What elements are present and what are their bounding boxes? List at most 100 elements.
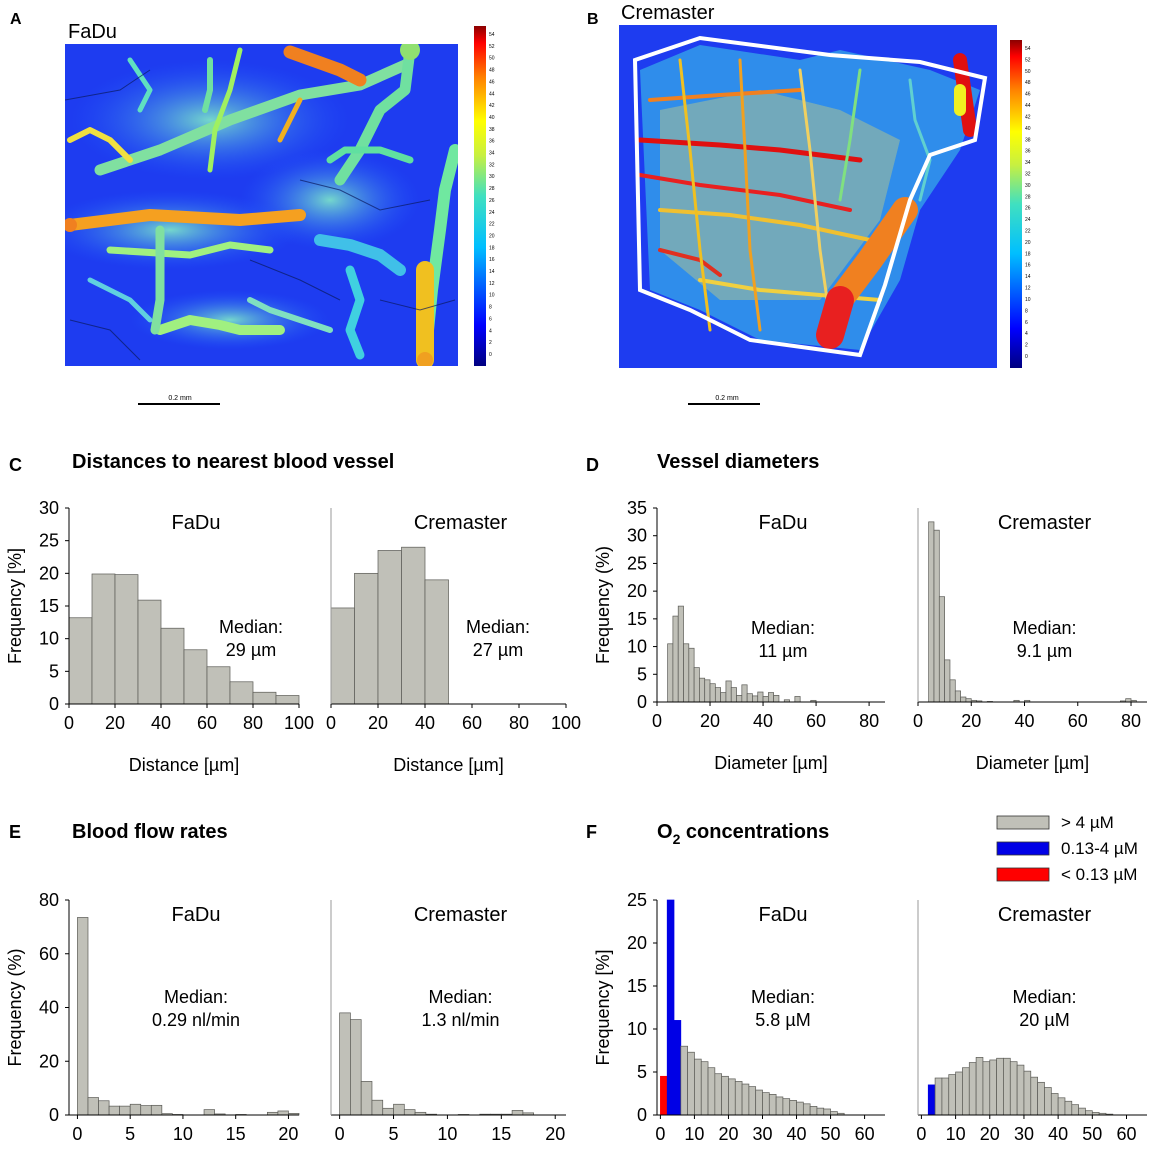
section-headings: C Distances to nearest blood vessel D Ve… bbox=[9, 451, 829, 847]
histogram-bar bbox=[677, 605, 684, 703]
y-axis-label: Frequency [%] bbox=[5, 548, 25, 664]
y-tick-label: 40 bbox=[39, 998, 59, 1018]
histogram-bar bbox=[933, 529, 940, 703]
histogram-bar bbox=[796, 1101, 804, 1116]
x-tick-label: 0 bbox=[64, 713, 74, 733]
y-tick-label: 20 bbox=[627, 933, 647, 953]
x-tick-label: 20 bbox=[278, 1124, 298, 1144]
vessel-map-b bbox=[632, 35, 988, 358]
histogram-bar bbox=[150, 1104, 163, 1116]
median-value: 5.8 µM bbox=[755, 1010, 810, 1030]
colorbar-tick-label: 4 bbox=[1025, 331, 1028, 337]
y-tick-label: 80 bbox=[39, 890, 59, 910]
x-tick-label: 0 bbox=[916, 1124, 926, 1144]
histogram-bar bbox=[687, 1051, 695, 1116]
chart-subtitle: Cremaster bbox=[414, 904, 508, 926]
y-tick-label: 20 bbox=[39, 563, 59, 583]
x-tick-label: 20 bbox=[545, 1124, 565, 1144]
histogram-bar bbox=[339, 1012, 351, 1116]
x-axis-label: Diameter [µm] bbox=[714, 753, 827, 773]
legend-label: < 0.13 µM bbox=[1061, 865, 1137, 884]
colorbar-tick-label: 8 bbox=[1025, 308, 1028, 314]
median-label: Median: bbox=[164, 987, 228, 1007]
colorbar-tick-label: 2 bbox=[1025, 343, 1028, 349]
y-tick-label: 30 bbox=[39, 498, 59, 518]
x-tick-label: 40 bbox=[1014, 711, 1034, 731]
colorbar-tick-label: 12 bbox=[1025, 286, 1031, 292]
x-tick-label: 0 bbox=[326, 713, 336, 733]
chart-D-crem: 0 20 40 60 80 Diameter [µm] Cremaster Median: 9.… bbox=[913, 508, 1147, 773]
histogram-bar bbox=[714, 1073, 723, 1116]
histogram-bar bbox=[938, 596, 945, 703]
colorbar-tick-label: 40 bbox=[1025, 126, 1031, 132]
histogram-bar bbox=[403, 1109, 416, 1116]
histogram-bar bbox=[91, 573, 116, 705]
median-label: Median: bbox=[1012, 618, 1076, 638]
colorbar-tick-label: 44 bbox=[1025, 103, 1031, 109]
histogram-bar bbox=[673, 1020, 682, 1116]
colorbar-tick-label: 34 bbox=[1025, 160, 1031, 166]
legend-swatch bbox=[996, 815, 1050, 830]
x-tick-label: 50 bbox=[821, 1124, 841, 1144]
median-label: Median: bbox=[751, 618, 815, 638]
median-label: Median: bbox=[466, 617, 530, 637]
colorbar-ticks: 5452504846444240383634323028262422201816… bbox=[1025, 46, 1031, 360]
histogram-bar bbox=[746, 693, 753, 703]
x-tick-label: 0 bbox=[652, 711, 662, 731]
y-tick-label: 0 bbox=[637, 692, 647, 712]
chart-subtitle: FaDu bbox=[759, 904, 808, 926]
histogram-bar bbox=[720, 692, 727, 703]
y-tick-label: 20 bbox=[627, 581, 647, 601]
histogram-bar bbox=[941, 1077, 950, 1116]
histogram-bar bbox=[140, 1105, 152, 1116]
x-axis-label: Distance [µm] bbox=[393, 755, 503, 775]
histogram-bar bbox=[275, 695, 300, 705]
histogram-bar bbox=[802, 1103, 811, 1116]
y-tick-label: 15 bbox=[627, 609, 647, 629]
colorbar-tick-label: 48 bbox=[1025, 80, 1031, 86]
histogram-bar bbox=[704, 679, 711, 703]
histogram-bar bbox=[137, 599, 162, 705]
histogram-bar bbox=[98, 1100, 110, 1116]
colorbar-tick-label: 36 bbox=[1025, 149, 1031, 155]
histogram-bar bbox=[736, 694, 743, 703]
y-tick-label: 5 bbox=[637, 664, 647, 684]
panel-letter: E bbox=[9, 822, 21, 842]
colorbar-ticks: 5452504846444240383634323028262422201816… bbox=[489, 32, 495, 358]
histogram-bar bbox=[114, 574, 139, 705]
x-tick-label: 40 bbox=[415, 713, 435, 733]
y-tick-label: 25 bbox=[627, 553, 647, 573]
colorbar-tick-label: 28 bbox=[489, 186, 495, 192]
panel-label: Cremaster bbox=[621, 2, 715, 24]
histogram-bar bbox=[975, 1057, 984, 1116]
chart-D-fadu: 0 20 40 60 80 0 5 10 15 20 25 30 35 Diameter [µm] Freq… bbox=[593, 498, 885, 773]
chart-E-fadu: 05101520020406080Blood flow [nl/min]Freq… bbox=[5, 890, 300, 1169]
histogram-bar bbox=[968, 1062, 977, 1116]
median-label: Median: bbox=[428, 987, 492, 1007]
colorbar-tick-label: 0 bbox=[1025, 354, 1028, 360]
y-tick-label: 5 bbox=[49, 661, 59, 681]
title-sub: 2 bbox=[673, 831, 681, 847]
colorbar-tick-label: 50 bbox=[489, 56, 495, 62]
histogram-bar bbox=[782, 1098, 791, 1116]
histogram-bar bbox=[1037, 1081, 1045, 1116]
colorbar-tick-label: 16 bbox=[489, 257, 495, 263]
histogram-bar bbox=[1030, 1076, 1038, 1116]
y-tick-label: 25 bbox=[627, 890, 647, 910]
legend-swatch bbox=[996, 841, 1050, 856]
x-tick-label: 0 bbox=[335, 1124, 345, 1144]
colorbar-tick-label: 30 bbox=[1025, 183, 1031, 189]
colorbar-tick-label: 12 bbox=[489, 281, 495, 287]
chart-subtitle: FaDu bbox=[172, 512, 221, 534]
title-o: O bbox=[657, 821, 673, 843]
legend-label: 0.13-4 µM bbox=[1061, 839, 1138, 858]
colorbar bbox=[474, 26, 486, 366]
histogram-bar bbox=[203, 1109, 215, 1116]
colorbar-tick-label: 10 bbox=[489, 293, 495, 299]
colorbar-tick-label: 6 bbox=[489, 316, 492, 322]
chart-C-crem: 0 20 40 60 80 100 Distance [µm] Cremaster Median… bbox=[326, 508, 581, 775]
histogram-bar bbox=[714, 687, 721, 703]
histogram-bar bbox=[360, 1081, 373, 1116]
panel-title: Blood flow rates bbox=[72, 821, 228, 843]
